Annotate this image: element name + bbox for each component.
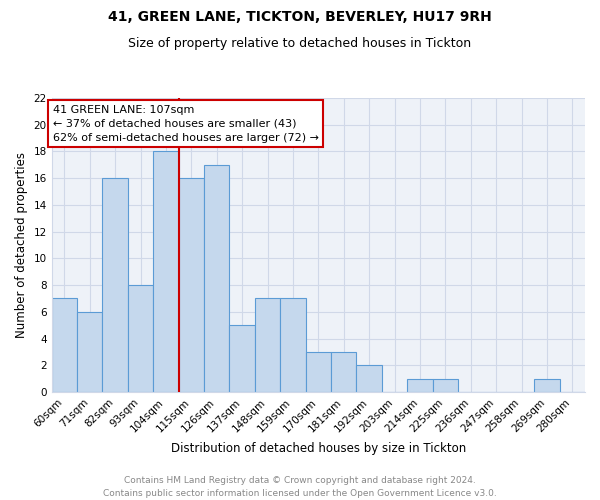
X-axis label: Distribution of detached houses by size in Tickton: Distribution of detached houses by size …: [171, 442, 466, 455]
Bar: [128, 285, 153, 392]
Bar: [305, 352, 331, 392]
Bar: [534, 378, 560, 392]
Text: 41 GREEN LANE: 107sqm
← 37% of detached houses are smaller (43)
62% of semi-deta: 41 GREEN LANE: 107sqm ← 37% of detached …: [53, 104, 319, 142]
Bar: [179, 178, 204, 392]
Bar: [356, 365, 382, 392]
Bar: [52, 298, 77, 392]
Bar: [255, 298, 280, 392]
Bar: [407, 378, 433, 392]
Bar: [103, 178, 128, 392]
Bar: [433, 378, 458, 392]
Bar: [280, 298, 305, 392]
Text: 41, GREEN LANE, TICKTON, BEVERLEY, HU17 9RH: 41, GREEN LANE, TICKTON, BEVERLEY, HU17 …: [108, 10, 492, 24]
Text: Contains HM Land Registry data © Crown copyright and database right 2024.
Contai: Contains HM Land Registry data © Crown c…: [103, 476, 497, 498]
Bar: [229, 325, 255, 392]
Bar: [331, 352, 356, 392]
Y-axis label: Number of detached properties: Number of detached properties: [15, 152, 28, 338]
Bar: [204, 165, 229, 392]
Text: Size of property relative to detached houses in Tickton: Size of property relative to detached ho…: [128, 38, 472, 51]
Bar: [153, 152, 179, 392]
Bar: [77, 312, 103, 392]
